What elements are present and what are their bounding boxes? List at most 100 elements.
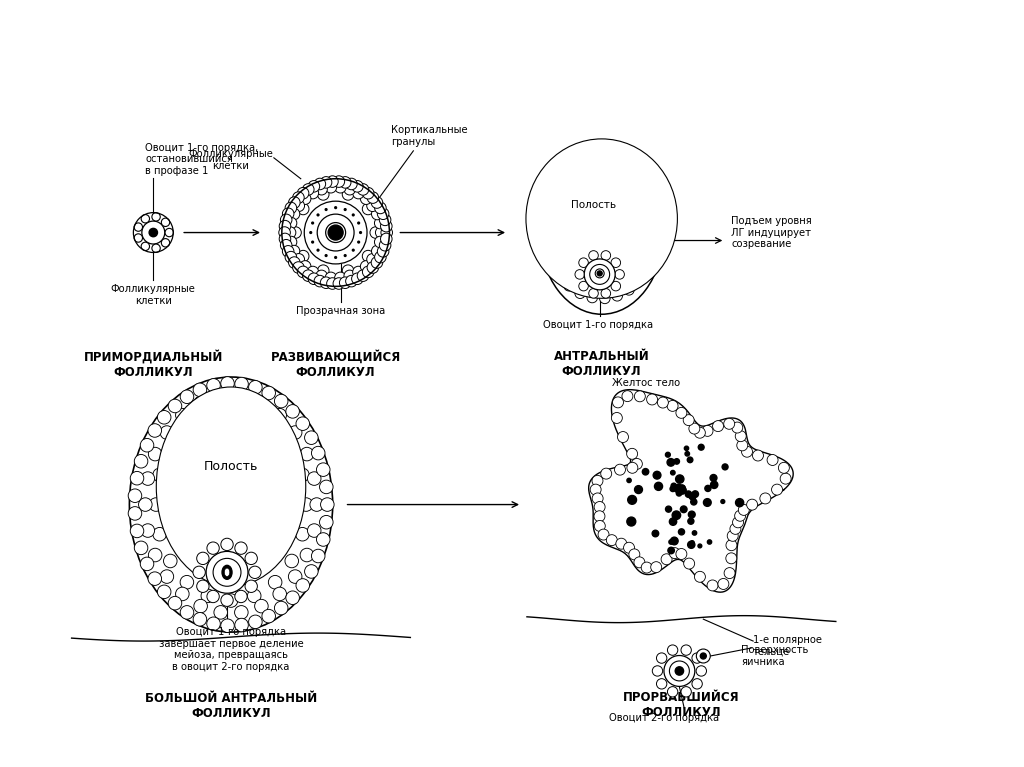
Circle shape (689, 493, 695, 499)
Circle shape (162, 239, 170, 247)
Circle shape (679, 487, 686, 494)
Circle shape (325, 182, 337, 193)
Circle shape (594, 521, 605, 532)
Circle shape (667, 459, 675, 466)
Circle shape (140, 557, 154, 571)
Circle shape (128, 489, 141, 502)
Circle shape (152, 212, 161, 221)
Circle shape (595, 269, 604, 278)
Circle shape (148, 572, 162, 585)
Circle shape (644, 198, 654, 209)
Circle shape (194, 397, 208, 410)
Circle shape (326, 222, 346, 242)
Circle shape (162, 218, 170, 226)
Circle shape (311, 549, 325, 563)
Circle shape (141, 215, 150, 223)
Circle shape (304, 431, 318, 444)
Circle shape (367, 254, 378, 265)
Circle shape (677, 484, 681, 489)
Circle shape (314, 178, 326, 189)
Circle shape (234, 591, 247, 603)
Circle shape (624, 285, 634, 295)
Circle shape (283, 208, 294, 219)
Circle shape (367, 192, 379, 203)
Circle shape (296, 528, 309, 541)
Circle shape (676, 548, 687, 559)
Circle shape (158, 585, 171, 598)
Text: Овоцит 2-го порядка: Овоцит 2-го порядка (609, 713, 720, 723)
Circle shape (727, 530, 738, 542)
Circle shape (207, 542, 219, 555)
Circle shape (370, 227, 382, 239)
Circle shape (134, 234, 142, 242)
Circle shape (542, 243, 552, 253)
Circle shape (308, 273, 319, 285)
Circle shape (207, 379, 220, 392)
Circle shape (150, 229, 158, 237)
Circle shape (627, 479, 631, 482)
Circle shape (681, 686, 691, 697)
Circle shape (667, 400, 678, 411)
Circle shape (288, 245, 300, 257)
Circle shape (680, 486, 685, 490)
Circle shape (334, 256, 337, 259)
Circle shape (737, 440, 748, 451)
Circle shape (689, 423, 699, 434)
Circle shape (589, 288, 598, 298)
Text: Фолликулярные
клетки: Фолликулярные клетки (111, 285, 196, 306)
Circle shape (281, 239, 292, 251)
Circle shape (164, 555, 177, 568)
Circle shape (308, 180, 319, 192)
Circle shape (553, 250, 564, 261)
Circle shape (627, 463, 638, 473)
Circle shape (574, 270, 585, 279)
Circle shape (130, 524, 143, 538)
Circle shape (153, 468, 167, 482)
Circle shape (289, 570, 302, 584)
Circle shape (377, 208, 389, 219)
Circle shape (234, 618, 249, 632)
Circle shape (357, 183, 369, 196)
Circle shape (598, 529, 609, 540)
Circle shape (180, 606, 194, 619)
Circle shape (201, 407, 215, 420)
Circle shape (342, 189, 354, 200)
Circle shape (678, 485, 685, 493)
Circle shape (557, 238, 567, 249)
Circle shape (249, 615, 262, 629)
Circle shape (138, 498, 153, 512)
Circle shape (641, 562, 652, 573)
Circle shape (634, 391, 645, 402)
Circle shape (732, 422, 742, 433)
Circle shape (288, 208, 300, 220)
Circle shape (703, 499, 712, 506)
Circle shape (738, 505, 750, 515)
Circle shape (653, 203, 664, 214)
Circle shape (627, 517, 636, 526)
Ellipse shape (222, 565, 232, 579)
Circle shape (372, 208, 383, 220)
Circle shape (371, 197, 383, 209)
Circle shape (583, 163, 593, 174)
Circle shape (319, 480, 333, 494)
Circle shape (319, 515, 333, 529)
Circle shape (671, 483, 677, 489)
Circle shape (650, 561, 662, 573)
Circle shape (344, 270, 355, 281)
Circle shape (221, 538, 233, 551)
Circle shape (592, 493, 603, 504)
Circle shape (606, 178, 616, 188)
Circle shape (547, 258, 557, 268)
Circle shape (286, 236, 297, 248)
Circle shape (692, 531, 696, 535)
Circle shape (273, 408, 287, 422)
Circle shape (601, 288, 610, 298)
Circle shape (310, 498, 324, 512)
Circle shape (672, 511, 681, 519)
Circle shape (587, 261, 597, 272)
Circle shape (333, 278, 345, 289)
Circle shape (362, 266, 374, 278)
Circle shape (221, 377, 234, 390)
Circle shape (140, 439, 154, 452)
Circle shape (670, 661, 689, 681)
